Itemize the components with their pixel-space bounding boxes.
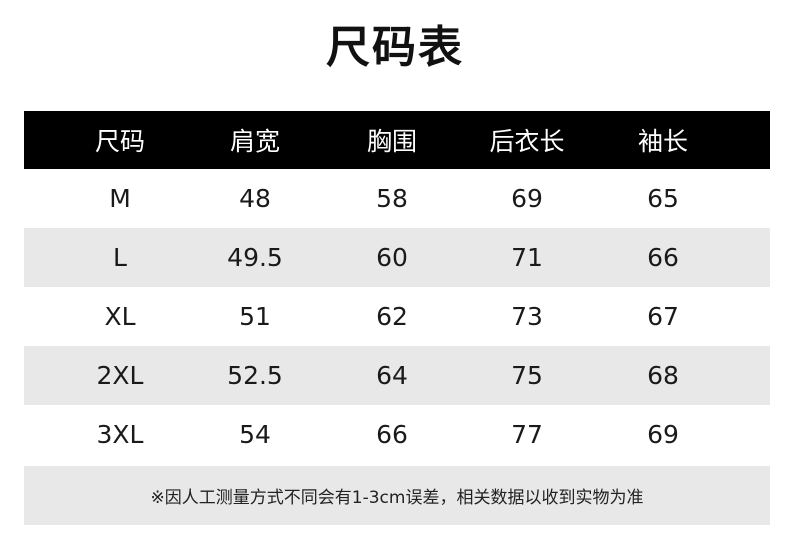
- cell-sleeve: 66: [647, 243, 679, 272]
- header-length: 后衣长: [489, 127, 565, 156]
- cell-sleeve: 67: [647, 302, 679, 331]
- cell-chest: 58: [376, 184, 408, 213]
- cell-shoulder: 48: [239, 184, 271, 213]
- table-row: XL 51 62 73 67: [24, 287, 770, 346]
- cell-shoulder: 52.5: [227, 361, 283, 390]
- cell-chest: 64: [376, 361, 408, 390]
- cell-chest: 60: [376, 243, 408, 272]
- size-table: 尺码 肩宽 胸围 后衣长 袖长 M 48 58 69 65 L 49.5 60 …: [24, 111, 770, 464]
- cell-sleeve: 65: [647, 184, 679, 213]
- measurement-note: ※因人工测量方式不同会有1-3cm误差，相关数据以收到实物为准: [24, 466, 770, 525]
- header-size: 尺码: [94, 127, 146, 156]
- cell-shoulder: 54: [239, 420, 271, 449]
- cell-size: L: [113, 243, 127, 272]
- cell-size: XL: [104, 302, 136, 331]
- table-header: 尺码 肩宽 胸围 后衣长 袖长: [24, 111, 770, 169]
- header-shoulder: 肩宽: [229, 127, 281, 156]
- cell-shoulder: 51: [239, 302, 271, 331]
- cell-length: 71: [511, 243, 543, 272]
- cell-length: 75: [511, 361, 543, 390]
- cell-chest: 66: [376, 420, 408, 449]
- table-row: L 49.5 60 71 66: [24, 228, 770, 287]
- cell-length: 69: [511, 184, 543, 213]
- cell-sleeve: 68: [647, 361, 679, 390]
- table-row: M 48 58 69 65: [24, 169, 770, 228]
- cell-chest: 62: [376, 302, 408, 331]
- note-text: ※因人工测量方式不同会有1-3cm误差，相关数据以收到实物为准: [150, 488, 644, 508]
- table-row: 2XL 52.5 64 75 68: [24, 346, 770, 405]
- table-row: 3XL 54 66 77 69: [24, 405, 770, 464]
- page-title: 尺码表: [326, 22, 464, 73]
- cell-size: 3XL: [96, 420, 144, 449]
- cell-size: M: [109, 184, 131, 213]
- cell-length: 77: [511, 420, 543, 449]
- cell-length: 73: [511, 302, 543, 331]
- cell-shoulder: 49.5: [227, 243, 283, 272]
- cell-size: 2XL: [96, 361, 144, 390]
- cell-sleeve: 69: [647, 420, 679, 449]
- header-chest: 胸围: [366, 127, 418, 156]
- header-sleeve: 袖长: [637, 127, 689, 156]
